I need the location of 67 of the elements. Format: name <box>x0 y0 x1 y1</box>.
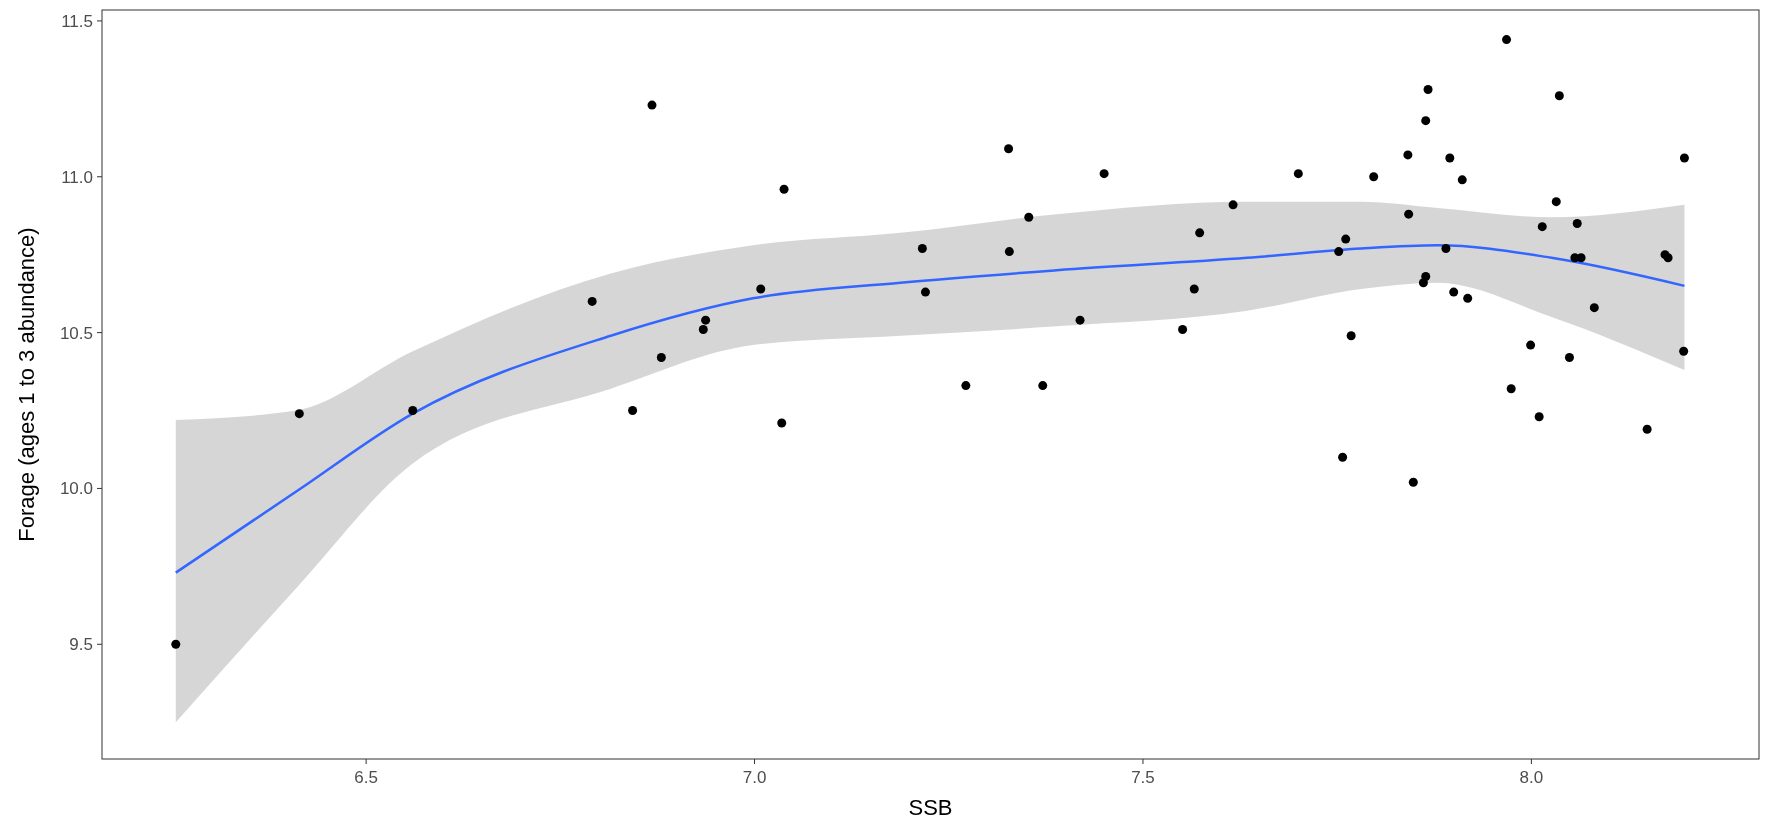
point <box>1346 331 1356 341</box>
point <box>1075 315 1085 325</box>
point <box>756 284 766 294</box>
point <box>1642 424 1652 434</box>
y-tick-label: 9.5 <box>69 635 93 655</box>
point <box>1418 278 1428 288</box>
y-axis-title: Forage (ages 1 to 3 abundance) <box>14 227 39 542</box>
point <box>1004 247 1014 257</box>
point <box>1534 412 1544 422</box>
point <box>779 184 789 194</box>
point <box>1228 200 1238 210</box>
y-tick-label: 11.0 <box>61 167 93 187</box>
point <box>1506 384 1516 394</box>
point <box>1338 452 1348 462</box>
point <box>1004 144 1014 154</box>
point <box>1099 169 1109 179</box>
point <box>1423 84 1433 94</box>
y-tick-label: 10.5 <box>59 323 93 343</box>
point <box>1189 284 1199 294</box>
point <box>1502 35 1512 45</box>
point <box>1564 353 1574 363</box>
point <box>1404 209 1414 219</box>
point <box>647 100 657 110</box>
point <box>961 381 971 391</box>
point <box>1679 153 1689 163</box>
point <box>698 324 708 334</box>
point <box>1293 169 1303 179</box>
point <box>777 418 787 428</box>
line-series <box>174 244 1686 574</box>
x-tick-label: 7.0 <box>742 768 767 787</box>
point <box>1526 340 1536 350</box>
point <box>1445 153 1455 163</box>
point <box>1038 381 1048 391</box>
point <box>1403 150 1413 160</box>
point <box>1463 293 1473 303</box>
point <box>1554 91 1564 101</box>
point <box>628 406 638 416</box>
point <box>294 409 304 419</box>
point <box>1537 222 1547 232</box>
point <box>701 315 711 325</box>
point <box>1421 116 1431 126</box>
point <box>917 243 927 253</box>
point <box>171 639 181 649</box>
point <box>1457 175 1467 185</box>
point <box>1341 234 1351 244</box>
point <box>587 296 597 306</box>
x-axis-title: SSB <box>908 795 953 820</box>
point <box>1679 346 1689 356</box>
x-tick-label: 8.0 <box>1519 768 1544 787</box>
point <box>1334 247 1344 257</box>
point <box>1449 287 1459 297</box>
point <box>408 406 418 416</box>
point <box>1195 228 1205 238</box>
y-tick-label: 10.0 <box>59 479 93 499</box>
point <box>1369 172 1379 182</box>
point <box>1572 219 1582 229</box>
point <box>1551 197 1561 207</box>
y-tick-label: 11.5 <box>61 11 93 31</box>
point <box>920 287 930 297</box>
point <box>1408 477 1418 487</box>
x-tick-label: 7.5 <box>1131 768 1155 787</box>
point <box>656 353 666 363</box>
point <box>1024 212 1034 222</box>
point <box>1589 303 1599 313</box>
point <box>1441 243 1451 253</box>
point <box>1178 324 1188 334</box>
x-tick-label: 6.5 <box>354 768 378 787</box>
